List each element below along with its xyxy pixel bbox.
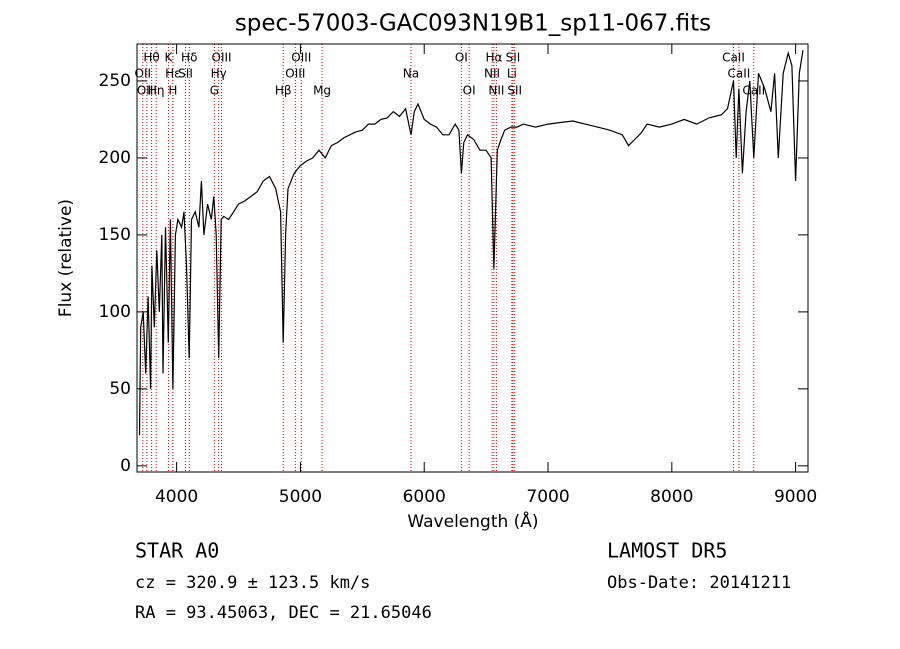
x-tick-label: 4000 [155, 487, 198, 507]
plot-frame [136, 43, 809, 473]
spectral-line-label: Hδ [181, 51, 197, 65]
spectral-line-label: Hβ [275, 84, 292, 98]
spectral-line-label: OIII [291, 51, 311, 65]
spectral-line-label: G [210, 84, 219, 98]
spectral-line-label: OI [463, 84, 476, 98]
spectral-line-label: Na [403, 67, 419, 81]
spectral-line-label: Li [507, 67, 517, 81]
spectral-line-label: Hε [165, 67, 181, 81]
y-tick-label: 150 [99, 225, 131, 245]
y-axis-label: Flux (relative) [56, 199, 76, 317]
obs-date-text: Obs-Date: 20141211 [607, 573, 791, 593]
spectral-line-label: OIII [137, 84, 157, 98]
y-tick-label: 0 [120, 456, 131, 476]
survey-text: LAMOST DR5 [607, 539, 727, 563]
x-tick-label: 7000 [526, 487, 569, 507]
y-tick-label: 200 [99, 148, 131, 168]
y-tick-label: 50 [109, 379, 131, 399]
x-tick-label: 8000 [650, 487, 693, 507]
spectral-line-label: NII [488, 84, 504, 98]
spectral-line-label: Mg [313, 84, 331, 98]
spectral-line-label: Hα [485, 51, 502, 65]
coords-text: RA = 93.45063, DEC = 21.65046 [135, 603, 432, 623]
y-tick-label: 100 [99, 302, 131, 322]
spectral-line-label: CaII [722, 51, 745, 65]
x-tick-label: 5000 [279, 487, 322, 507]
spectral-line-label: OIII [285, 67, 305, 81]
chart-title: spec-57003-GAC093N19B1_sp11-067.fits [235, 11, 711, 37]
spectrum-line [138, 50, 804, 436]
spectral-line-label: SII [178, 67, 193, 81]
spectral-line-label: CaII [728, 67, 751, 81]
spectral-line-label: CaII [742, 84, 765, 98]
spectral-line-label: SII [507, 84, 522, 98]
class-text: STAR A0 [135, 539, 219, 563]
spectral-line-label: NII [484, 67, 500, 81]
x-tick-label: 6000 [403, 487, 446, 507]
spectral-line-label: SII [506, 51, 521, 65]
spectral-line-label: Hθ [143, 51, 159, 65]
spectral-line-label: K [165, 51, 174, 65]
x-axis-label: Wavelength (Å) [407, 510, 538, 532]
spectral-line-label: H [168, 84, 177, 98]
y-tick-label: 250 [99, 71, 131, 91]
spectral-line-label: OI [455, 51, 468, 65]
spectral-line-label: OIII [212, 51, 232, 65]
x-tick-label: 9000 [774, 487, 817, 507]
cz-text: cz = 320.9 ± 123.5 km/s [135, 573, 370, 593]
spectral-line-label: Hη [148, 84, 165, 98]
spectral-line-label: Hγ [211, 67, 227, 81]
